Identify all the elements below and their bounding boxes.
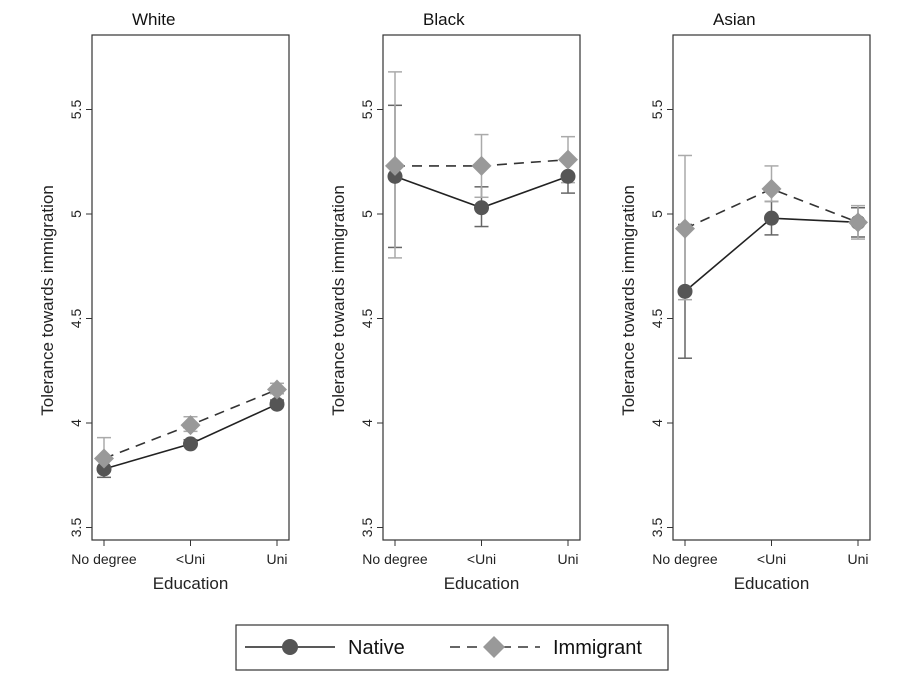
x-axis-label: Education [444,574,520,593]
immigrant-point [471,155,492,176]
immigrant-point [761,178,782,199]
legend-immigrant-marker [483,636,505,658]
panel-title: Asian [713,10,756,29]
y-tick-label: 5 [68,210,84,218]
panel-white: White 3.5 4 4.5 5 5.5 Tolerance towards immigr… [38,10,290,593]
y-tick-label: 5 [649,210,665,218]
immigrant-point [675,218,695,239]
immigrant-point [385,155,405,176]
y-tick-label: 3.5 [68,518,84,538]
y-tick-label: 4.5 [359,309,375,329]
immigrant-point [180,415,201,436]
panel-title: Black [423,10,465,29]
x-tick-label: No degree [71,551,137,567]
x-tick-label: Uni [266,551,287,567]
panel-asian: Asian 3.5 4 4.5 5 5.5 Tolerance towards immigr… [619,10,871,593]
panel-black: Black 3.5 4 4.5 5 5.5 Tolerance towards immigr… [329,10,581,593]
y-tick-label: 5.5 [68,100,84,120]
y-axis-label: Tolerance towards immigration [329,185,348,416]
y-tick-label: 4 [649,419,665,427]
native-point [764,210,779,226]
plot-frame [672,34,871,541]
x-tick-label: <Uni [467,551,496,567]
y-tick-label: 5.5 [649,100,665,120]
x-tick-label: No degree [362,551,428,567]
legend-native-marker [282,639,298,655]
native-point [387,168,403,184]
immigrant-point [848,212,868,233]
native-point [269,396,285,412]
y-tick-label: 3.5 [649,518,665,538]
native-point [183,436,198,452]
legend-immigrant-label: Immigrant [553,637,642,659]
y-tick-label: 4 [359,419,375,427]
immigrant-line [684,188,859,230]
y-tick-label: 4.5 [649,309,665,329]
native-point [677,283,693,299]
legend-native-label: Native [348,637,405,659]
x-tick-label: Uni [557,551,578,567]
native-point [474,200,489,216]
y-axis-label: Tolerance towards immigration [619,185,638,416]
immigrant-point [558,149,578,170]
x-axis-label: Education [153,574,229,593]
panel-title: White [132,10,175,29]
x-axis-label: Education [734,574,810,593]
x-tick-label: <Uni [757,551,786,567]
plot-frame [382,34,581,541]
x-tick-label: <Uni [176,551,205,567]
y-tick-label: 5 [359,210,375,218]
y-tick-label: 3.5 [359,518,375,538]
y-tick-label: 5.5 [359,100,375,120]
x-tick-label: No degree [652,551,718,567]
immigrant-point [94,448,114,469]
legend: Native Immigrant [235,624,669,671]
x-tick-label: Uni [847,551,868,567]
immigrant-point [267,379,287,400]
native-point [560,168,576,184]
y-tick-label: 4 [68,419,84,427]
native-point [96,461,112,477]
y-axis-label: Tolerance towards immigration [38,185,57,416]
y-tick-label: 4.5 [68,309,84,329]
